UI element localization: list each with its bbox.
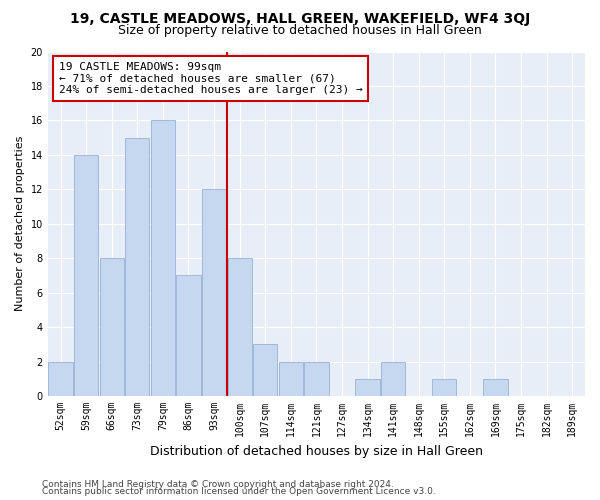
Bar bbox=[253, 344, 277, 396]
Bar bbox=[100, 258, 124, 396]
Bar bbox=[278, 362, 303, 396]
Text: Size of property relative to detached houses in Hall Green: Size of property relative to detached ho… bbox=[118, 24, 482, 37]
Bar bbox=[49, 362, 73, 396]
Bar bbox=[304, 362, 329, 396]
Bar bbox=[176, 276, 200, 396]
Bar bbox=[227, 258, 252, 396]
Bar bbox=[484, 379, 508, 396]
Text: 19 CASTLE MEADOWS: 99sqm
← 71% of detached houses are smaller (67)
24% of semi-d: 19 CASTLE MEADOWS: 99sqm ← 71% of detach… bbox=[59, 62, 362, 95]
Text: 19, CASTLE MEADOWS, HALL GREEN, WAKEFIELD, WF4 3QJ: 19, CASTLE MEADOWS, HALL GREEN, WAKEFIEL… bbox=[70, 12, 530, 26]
X-axis label: Distribution of detached houses by size in Hall Green: Distribution of detached houses by size … bbox=[150, 444, 483, 458]
Bar bbox=[432, 379, 457, 396]
Bar bbox=[74, 155, 98, 396]
Bar bbox=[355, 379, 380, 396]
Bar bbox=[202, 190, 226, 396]
Text: Contains HM Land Registry data © Crown copyright and database right 2024.: Contains HM Land Registry data © Crown c… bbox=[42, 480, 394, 489]
Text: Contains public sector information licensed under the Open Government Licence v3: Contains public sector information licen… bbox=[42, 488, 436, 496]
Bar bbox=[381, 362, 405, 396]
Bar bbox=[151, 120, 175, 396]
Y-axis label: Number of detached properties: Number of detached properties bbox=[15, 136, 25, 312]
Bar bbox=[125, 138, 149, 396]
